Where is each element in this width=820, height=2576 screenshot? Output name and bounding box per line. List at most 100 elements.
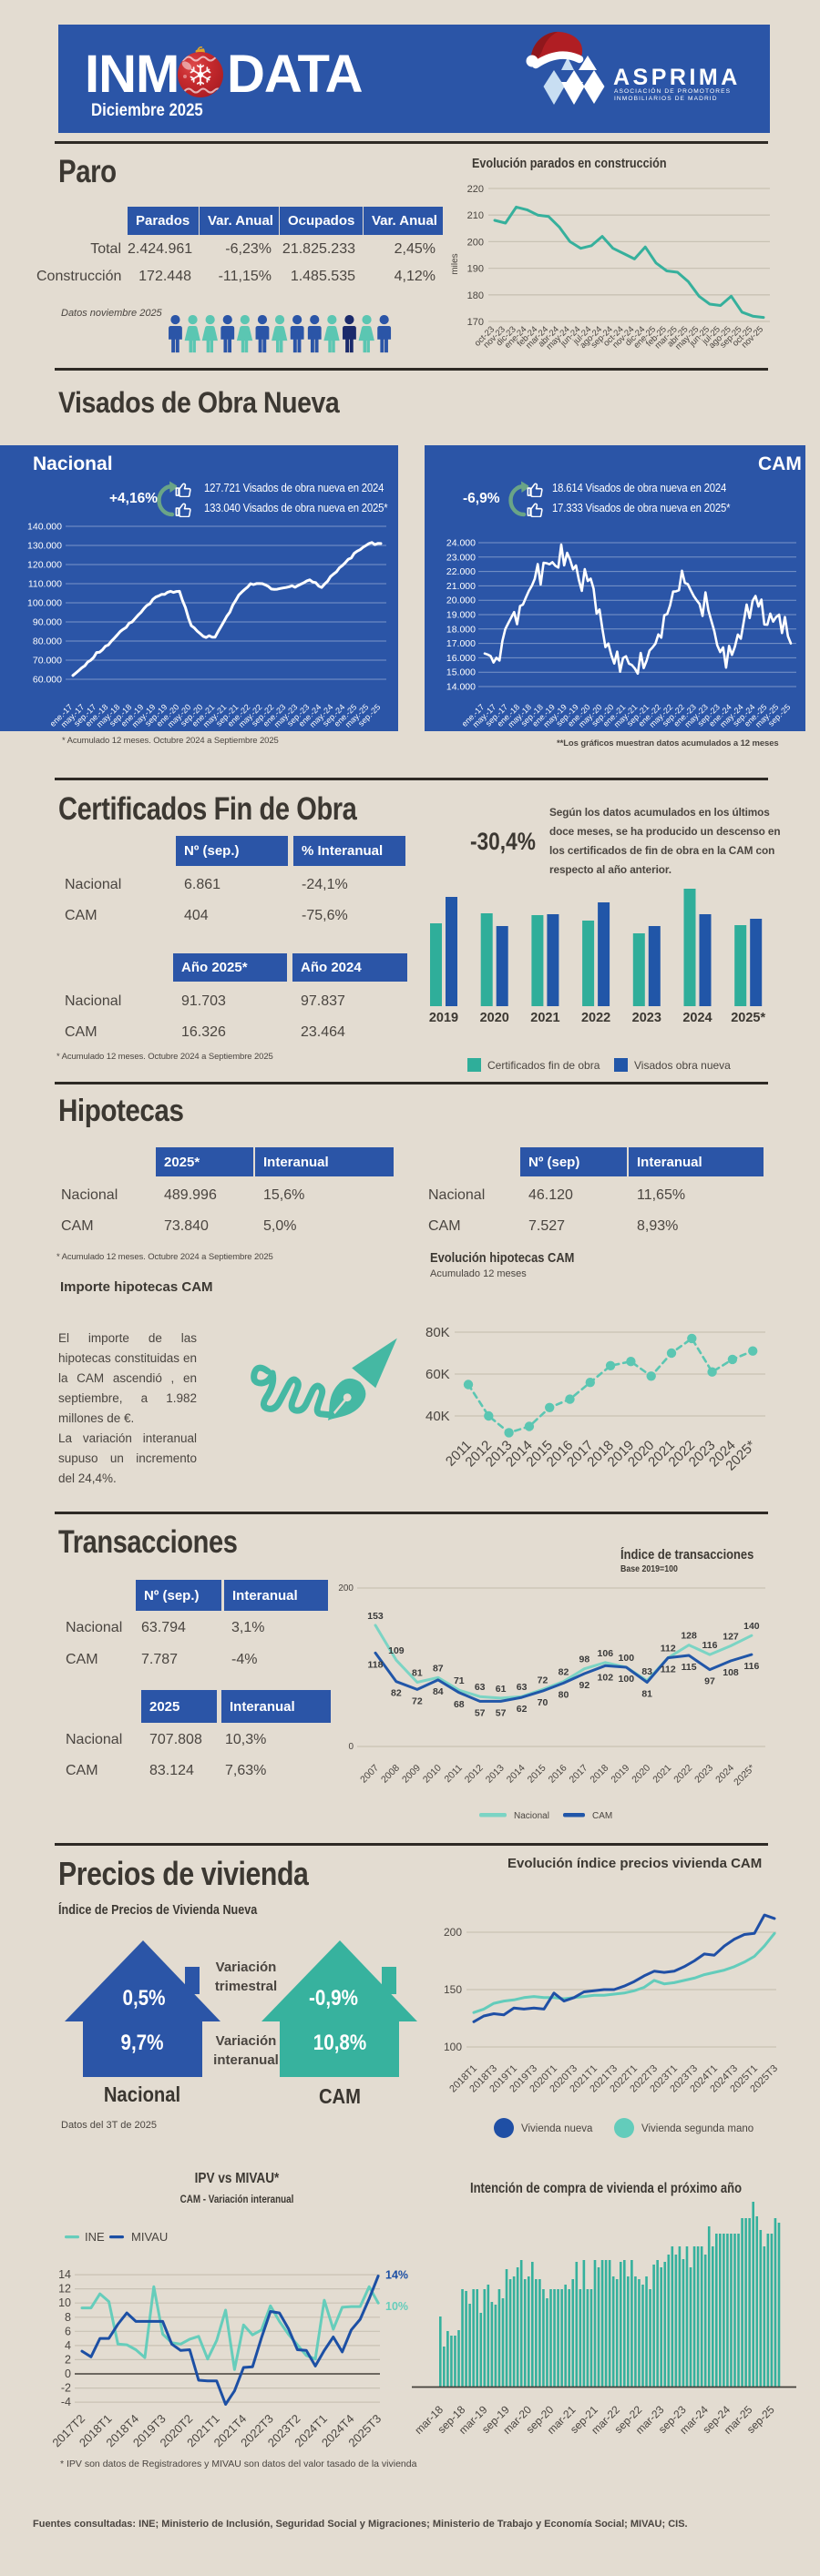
svg-text:140.000: 140.000 [27, 522, 62, 533]
svg-text:118: 118 [368, 1659, 384, 1670]
svg-text:81: 81 [412, 1668, 423, 1679]
svg-text:Vivienda segunda mano: Vivienda segunda mano [641, 2123, 753, 2134]
svg-text:116: 116 [702, 1640, 718, 1651]
svg-text:-2: -2 [61, 2382, 71, 2395]
svg-text:109: 109 [388, 1645, 405, 1656]
svg-text:128: 128 [681, 1631, 697, 1642]
svg-text:2024: 2024 [682, 1011, 712, 1025]
svg-text:100.000: 100.000 [27, 598, 62, 609]
svg-text:70: 70 [538, 1697, 548, 1708]
svg-text:2018: 2018 [588, 1763, 610, 1786]
svg-text:2023: 2023 [632, 1011, 661, 1025]
svg-text:24.000: 24.000 [446, 538, 476, 549]
svg-text:14.000: 14.000 [446, 682, 476, 693]
svg-text:10: 10 [58, 2296, 71, 2309]
svg-text:12: 12 [58, 2283, 71, 2296]
svg-text:2022: 2022 [581, 1011, 610, 1025]
svg-text:2014: 2014 [505, 1763, 528, 1786]
svg-text:miles: miles [451, 253, 460, 274]
svg-text:17.000: 17.000 [446, 638, 476, 649]
svg-text:Nacional: Nacional [514, 1811, 549, 1821]
svg-text:200: 200 [467, 237, 484, 248]
svg-text:100: 100 [619, 1653, 635, 1664]
svg-text:63: 63 [475, 1682, 486, 1693]
svg-text:92: 92 [579, 1680, 590, 1691]
svg-text:18.000: 18.000 [446, 624, 476, 635]
svg-text:102: 102 [598, 1672, 614, 1683]
svg-text:81: 81 [641, 1689, 652, 1700]
svg-text:2021: 2021 [651, 1763, 673, 1786]
svg-text:120.000: 120.000 [27, 560, 62, 571]
svg-text:2009: 2009 [400, 1763, 423, 1786]
svg-text:108: 108 [723, 1667, 739, 1678]
svg-text:2025*: 2025* [731, 1011, 765, 1025]
svg-text:-4: -4 [61, 2396, 71, 2408]
svg-text:220: 220 [467, 184, 484, 195]
svg-text:68: 68 [454, 1699, 465, 1710]
svg-text:57: 57 [496, 1707, 507, 1718]
svg-text:15.000: 15.000 [446, 667, 476, 678]
svg-text:INE: INE [85, 2230, 105, 2244]
svg-text:Vivienda nueva: Vivienda nueva [521, 2123, 593, 2134]
svg-text:112: 112 [661, 1644, 676, 1655]
svg-text:83: 83 [641, 1666, 652, 1677]
svg-text:2020: 2020 [630, 1763, 652, 1786]
svg-text:MIVAU: MIVAU [131, 2230, 168, 2244]
svg-text:23.000: 23.000 [446, 552, 476, 563]
svg-text:210: 210 [467, 210, 484, 221]
svg-text:62: 62 [517, 1704, 528, 1715]
svg-text:150: 150 [444, 1983, 462, 1996]
svg-text:72: 72 [538, 1675, 548, 1685]
svg-text:2019: 2019 [609, 1763, 631, 1786]
svg-text:0: 0 [65, 2367, 71, 2380]
svg-text:10%: 10% [385, 2300, 408, 2313]
svg-text:19.000: 19.000 [446, 610, 476, 621]
svg-text:82: 82 [391, 1688, 402, 1699]
svg-text:6: 6 [65, 2325, 71, 2337]
svg-text:61: 61 [496, 1684, 507, 1695]
svg-text:20.000: 20.000 [446, 596, 476, 606]
svg-text:22.000: 22.000 [446, 566, 476, 577]
svg-text:2016: 2016 [547, 1763, 569, 1786]
svg-text:80: 80 [559, 1689, 569, 1700]
svg-text:80.000: 80.000 [33, 636, 62, 647]
svg-text:90.000: 90.000 [33, 617, 62, 628]
svg-text:170: 170 [467, 317, 484, 328]
svg-text:Visados obra nueva: Visados obra nueva [634, 1059, 731, 1072]
svg-text:2012: 2012 [463, 1763, 486, 1786]
svg-text:200: 200 [444, 1926, 462, 1939]
svg-text:60.000: 60.000 [33, 675, 62, 686]
svg-text:2008: 2008 [379, 1763, 402, 1786]
svg-text:2022: 2022 [671, 1763, 694, 1786]
svg-text:190: 190 [467, 264, 484, 275]
svg-text:57: 57 [475, 1707, 486, 1718]
svg-text:72: 72 [412, 1695, 423, 1706]
svg-text:2007: 2007 [358, 1763, 381, 1786]
svg-text:100: 100 [619, 1674, 635, 1685]
svg-text:8: 8 [65, 2311, 71, 2324]
svg-text:100: 100 [444, 2041, 462, 2053]
svg-text:21.000: 21.000 [446, 581, 476, 592]
svg-text:106: 106 [598, 1648, 614, 1659]
svg-text:97: 97 [704, 1676, 715, 1687]
svg-text:2: 2 [65, 2353, 71, 2366]
svg-text:2021: 2021 [530, 1011, 559, 1025]
svg-text:2010: 2010 [421, 1763, 444, 1786]
svg-text:2025*: 2025* [732, 1763, 757, 1788]
svg-text:82: 82 [559, 1667, 569, 1678]
svg-text:112: 112 [661, 1665, 676, 1675]
svg-text:2020: 2020 [480, 1011, 509, 1025]
svg-text:CAM: CAM [592, 1811, 612, 1821]
svg-text:130.000: 130.000 [27, 541, 62, 552]
svg-text:98: 98 [579, 1655, 590, 1665]
svg-text:140: 140 [743, 1621, 760, 1632]
svg-text:14: 14 [58, 2268, 71, 2281]
svg-text:2013: 2013 [484, 1763, 507, 1786]
svg-text:200: 200 [338, 1583, 354, 1593]
svg-text:40K: 40K [425, 1409, 450, 1424]
svg-text:2015: 2015 [526, 1763, 548, 1786]
svg-text:2011: 2011 [442, 1763, 465, 1786]
svg-text:180: 180 [467, 290, 484, 301]
svg-text:116: 116 [743, 1661, 759, 1672]
svg-text:16.000: 16.000 [446, 653, 476, 664]
